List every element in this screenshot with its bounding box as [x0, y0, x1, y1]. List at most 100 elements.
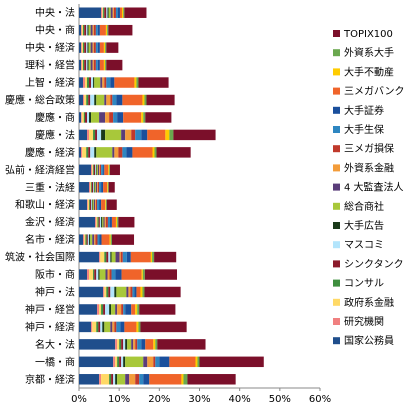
bar-segment [99, 304, 102, 315]
bar-segment [124, 7, 147, 18]
bar-segment [89, 77, 92, 88]
category-label: 神戸・経営 [25, 303, 75, 316]
bar-segment [187, 374, 236, 385]
bar-segment [90, 42, 93, 53]
bar-segment [143, 374, 150, 385]
bar-segment [115, 269, 122, 280]
legend-label: 国家公務員 [344, 334, 394, 347]
x-tick-label: 10% [108, 394, 130, 405]
bar-segment [89, 199, 90, 210]
bar-segment [112, 94, 117, 106]
bar-segment [135, 129, 142, 141]
bar-segment [86, 42, 88, 53]
bar-segment [149, 374, 182, 385]
bar-segment [125, 356, 144, 368]
bar-segment [107, 7, 109, 18]
bar-segment [103, 59, 106, 71]
bar-segment [96, 321, 99, 333]
bar-segment [154, 251, 177, 263]
bar-segment [92, 59, 94, 71]
bar-segment [104, 286, 107, 298]
bar-segment [96, 164, 98, 176]
legend-swatch [333, 202, 340, 210]
legend-swatch [333, 183, 340, 191]
legend-label: 三メガ損保 [344, 142, 394, 155]
bar-segment [129, 374, 136, 385]
bar-segment [81, 24, 82, 36]
bar-segment [89, 112, 92, 123]
bar-segment [137, 339, 142, 350]
bar-segment [117, 356, 120, 368]
bar-segment [89, 269, 94, 280]
bar-segment [93, 77, 95, 88]
bar-segment [141, 129, 148, 141]
bar-segment [96, 147, 113, 158]
bar-segment [115, 304, 118, 315]
bar-segment [154, 147, 157, 158]
bar-segment [135, 374, 140, 385]
bar-segment [141, 339, 146, 350]
bar-segment [99, 234, 102, 245]
bar-segment [79, 251, 100, 263]
bar-segment [90, 24, 93, 36]
bar-segment [81, 59, 84, 71]
bar-segment [87, 112, 90, 123]
bar-segment [142, 286, 145, 298]
bar-segment [105, 304, 110, 315]
bar-segment [109, 164, 120, 176]
bar-segment [92, 42, 94, 53]
bar-segment [183, 374, 188, 385]
bar-segment [110, 321, 113, 333]
bar-segment [79, 77, 84, 88]
bar-segment [86, 59, 88, 71]
bar-segment [113, 374, 116, 385]
legend-swatch [333, 241, 340, 249]
bar-segment [108, 7, 111, 18]
legend-swatch [333, 87, 340, 95]
bar-segment [92, 24, 94, 36]
bar-segment [197, 356, 200, 368]
bar-segment [95, 234, 98, 245]
bar-segment [121, 339, 124, 350]
category-label: 神戸・法 [35, 286, 75, 299]
legend-label: コンサル [344, 278, 384, 290]
bar-segment [83, 24, 85, 36]
bar-segment [114, 286, 117, 298]
bar-segment [121, 129, 126, 141]
bar-segment [134, 286, 137, 298]
legend-swatch [333, 222, 340, 229]
bar-segment [152, 251, 155, 263]
bar-segment [142, 269, 145, 280]
bar-segment [83, 112, 86, 123]
bar-segment [97, 234, 100, 245]
bar-segment [97, 182, 98, 193]
bar-segment [81, 147, 83, 158]
bar-segment [108, 182, 115, 193]
bar-segment [156, 147, 191, 158]
bar-segment [101, 199, 106, 210]
bar-segment [90, 182, 92, 193]
bar-segment [138, 77, 169, 88]
bar-segment [107, 24, 109, 36]
bar-segment [97, 199, 100, 210]
bar-segment [101, 374, 110, 385]
bar-segment [105, 59, 107, 71]
bar-segment [173, 129, 216, 141]
category-label: 金沢・経済 [25, 216, 75, 229]
bar-segment [104, 77, 107, 88]
bar-segment [93, 59, 96, 71]
bar-segment [91, 182, 94, 193]
bar-segment [95, 59, 98, 71]
bar-segment [106, 199, 117, 210]
bar-segment [121, 304, 124, 315]
bar-segment [79, 304, 98, 315]
bar-segment [83, 234, 85, 245]
bar-segment [95, 216, 97, 228]
category-label: 中央・商 [35, 24, 75, 37]
bar-segment [79, 42, 82, 53]
bar-segment [88, 59, 91, 71]
bar-segment [81, 24, 84, 36]
bar-segment [136, 286, 141, 298]
bar-segment [99, 374, 102, 385]
bar-segment [115, 251, 120, 263]
